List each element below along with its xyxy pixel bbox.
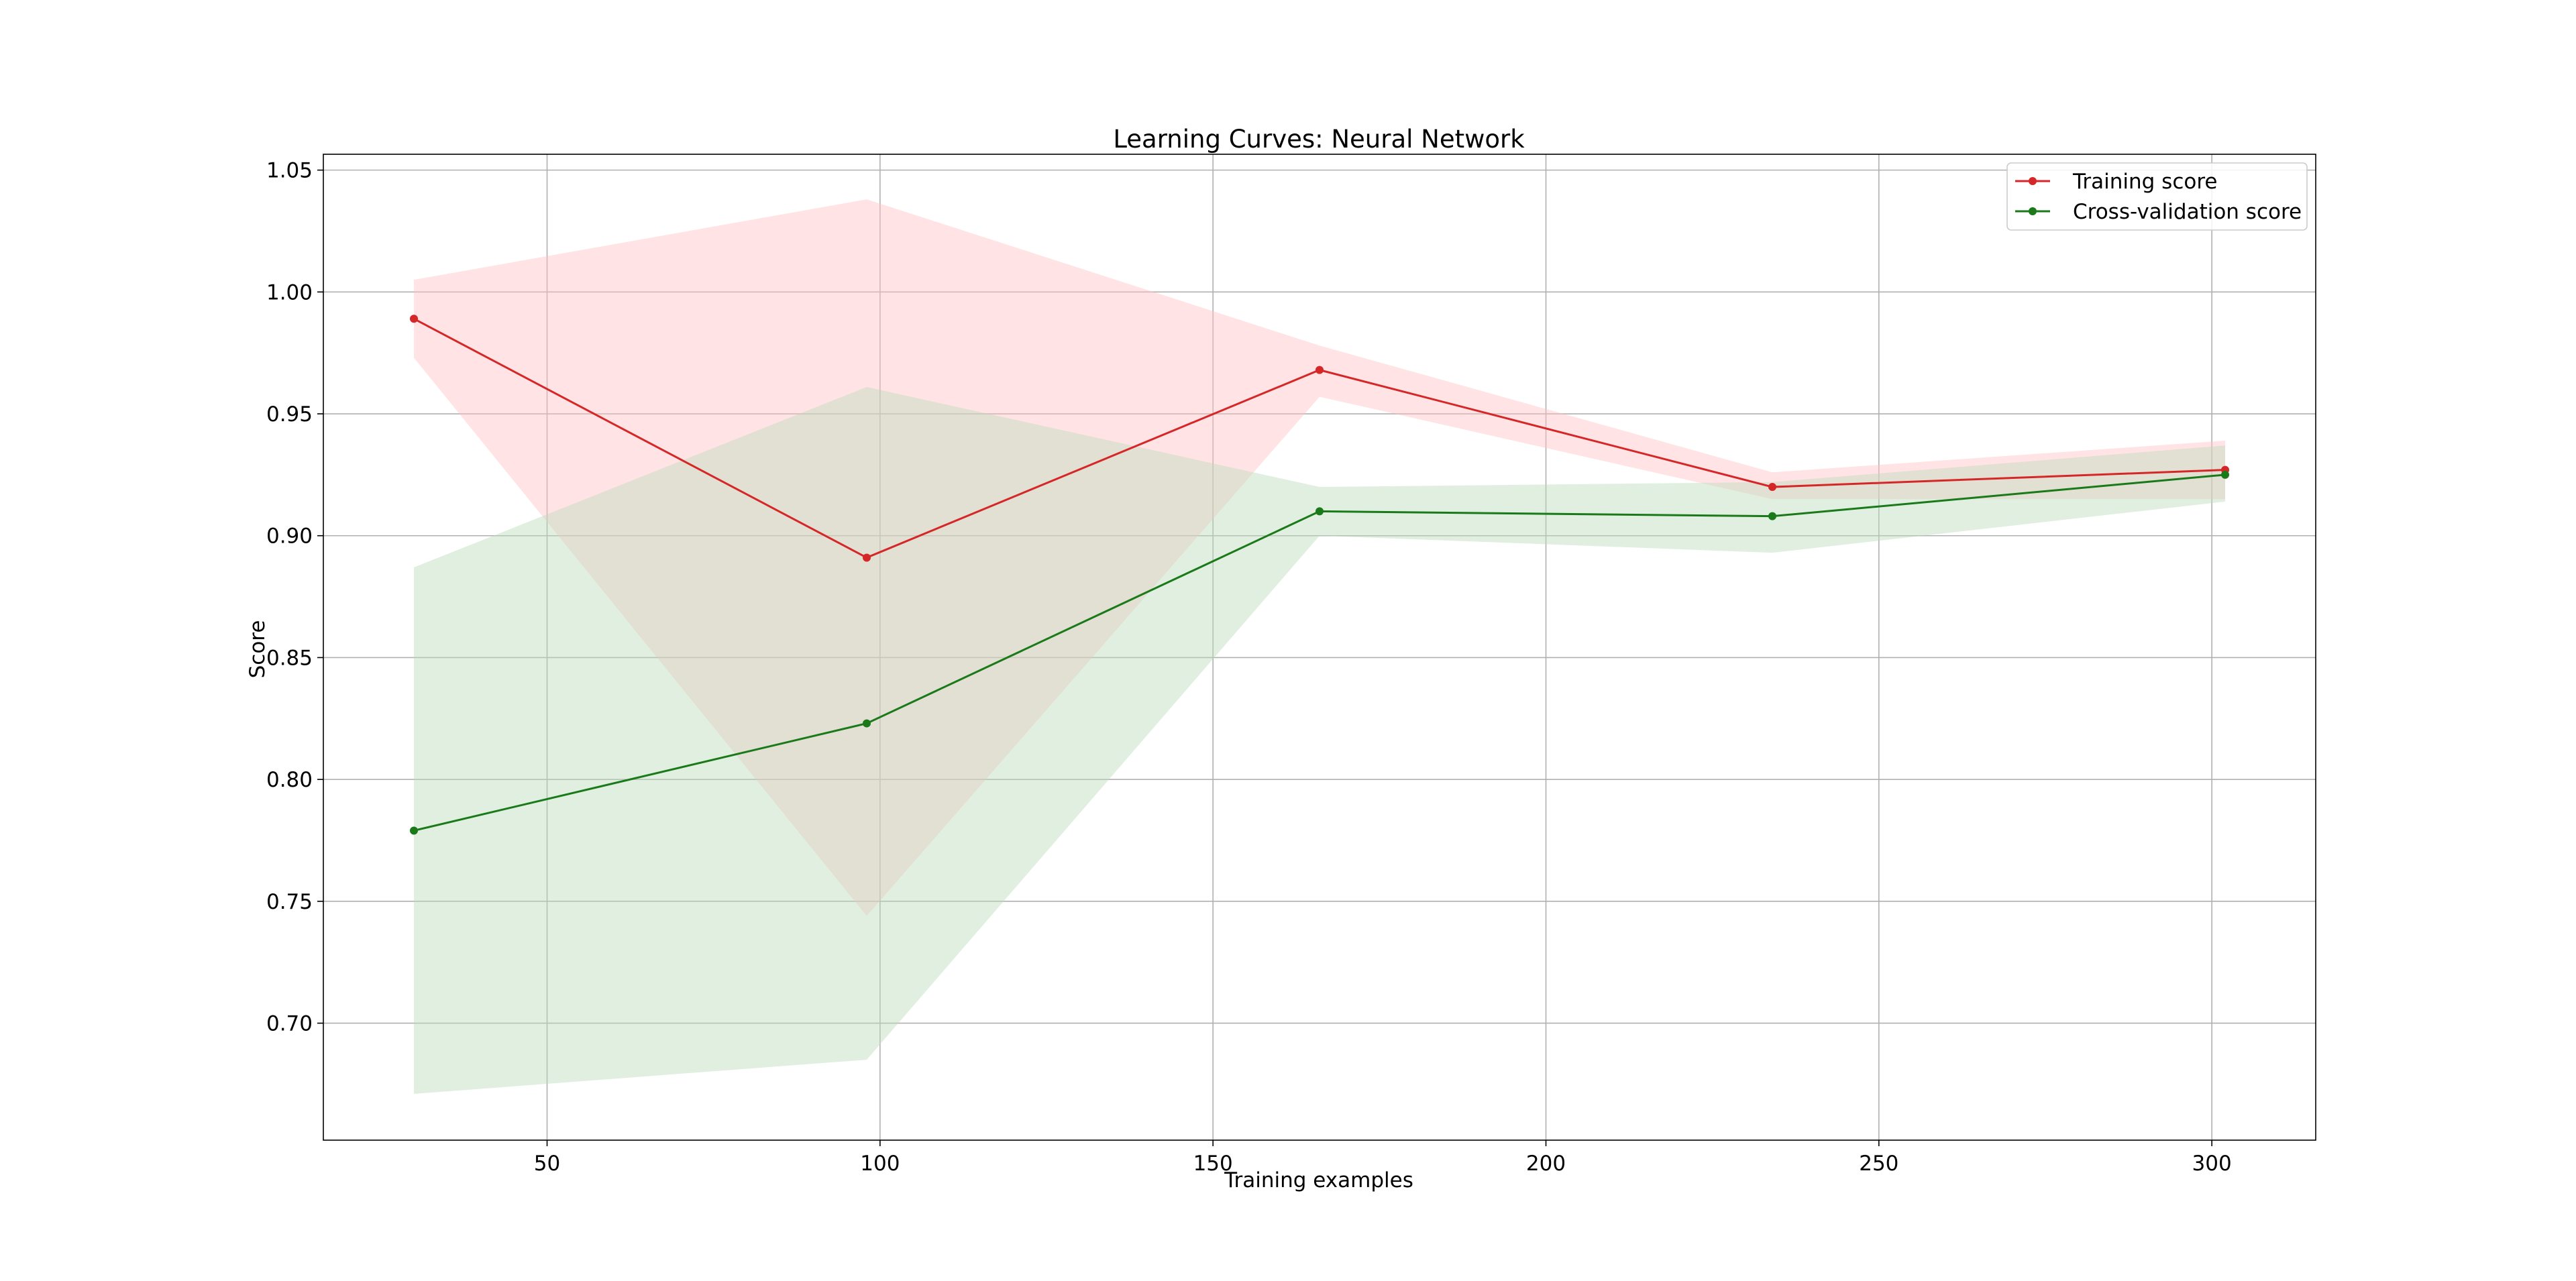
y-tick-label: 0.90	[266, 524, 313, 549]
legend-marker	[2029, 207, 2037, 215]
chart-title: Learning Curves: Neural Network	[1113, 125, 1525, 154]
point-series-0	[863, 553, 871, 562]
point-series-1	[2221, 470, 2229, 479]
series-lines	[410, 315, 2229, 835]
y-tick-label: 0.70	[266, 1012, 313, 1036]
band-series-0	[414, 199, 2225, 916]
legend: Training score Cross-validation score	[2006, 162, 2308, 231]
x-tick-label: 300	[2192, 1152, 2232, 1176]
point-series-1	[410, 826, 418, 835]
y-axis-label: Score	[246, 620, 270, 679]
confidence-bands	[414, 199, 2225, 1094]
axis-ticks: 50 100 150 200 250 300 0.70 0.75 0.80 0.85 0.90 0.9…	[266, 159, 2232, 1176]
x-tick-label: 250	[1859, 1152, 1898, 1176]
legend-marker	[2029, 177, 2037, 185]
y-tick-label: 1.00	[266, 280, 313, 304]
point-series-0	[410, 315, 418, 323]
point-series-0	[1316, 366, 1324, 374]
point-series-1	[1768, 512, 1776, 520]
x-tick-label: 150	[1193, 1152, 1233, 1176]
plot-frame	[323, 154, 2316, 1141]
point-series-0	[1768, 483, 1776, 492]
x-tick-label: 100	[860, 1152, 900, 1176]
y-tick-label: 1.05	[266, 159, 313, 183]
point-series-1	[1316, 507, 1324, 516]
point-series-1	[863, 719, 871, 728]
legend-label: Cross-validation score	[2073, 200, 2302, 224]
y-tick-label: 0.95	[266, 402, 313, 427]
y-tick-label: 0.80	[266, 768, 313, 792]
band-series-1	[414, 387, 2225, 1094]
x-axis-label: Training examples	[1224, 1168, 1413, 1192]
y-tick-label: 0.75	[266, 890, 313, 914]
legend-label: Training score	[2072, 170, 2217, 194]
grid-lines	[323, 154, 2316, 1140]
y-tick-label: 0.85	[266, 646, 313, 670]
legend-box	[2006, 162, 2308, 231]
x-tick-label: 200	[1526, 1152, 1566, 1176]
x-tick-label: 50	[534, 1152, 560, 1176]
